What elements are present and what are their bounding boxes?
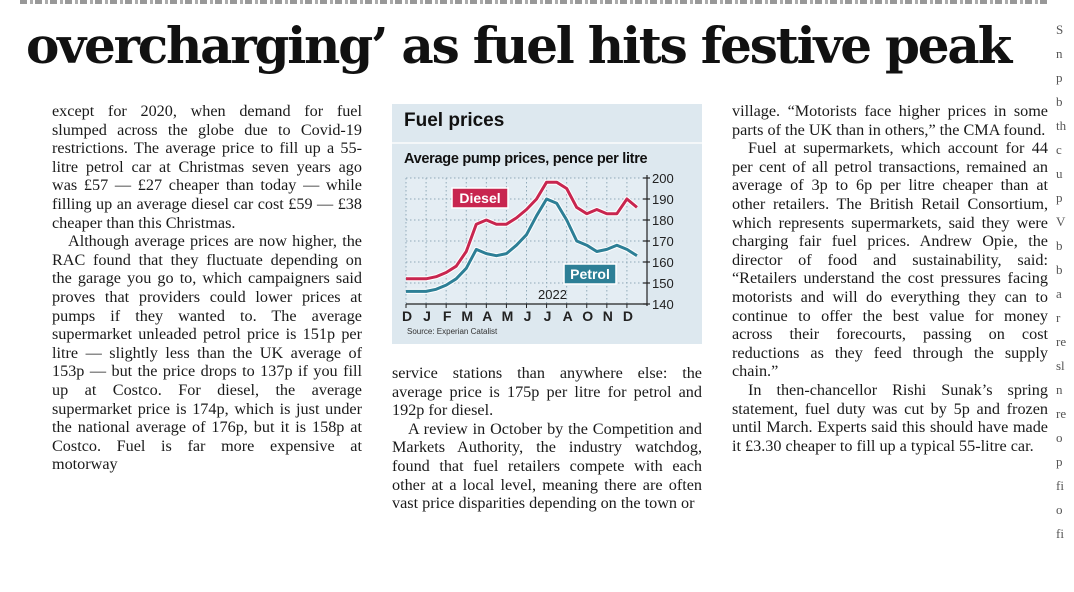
petrol-label-box (563, 263, 617, 285)
x-tick-label: D (402, 308, 412, 324)
x-tick-label: N (603, 308, 613, 324)
x-tick-label: O (582, 308, 593, 324)
text-fragment: o (1056, 502, 1063, 517)
x-tick-label: A (482, 308, 492, 324)
text-fragment: sl (1056, 358, 1065, 373)
text-fragment: a (1056, 286, 1062, 301)
fuel-prices-chart-box: Fuel prices Average pump prices, pence p… (392, 104, 702, 344)
chart-source: Source: Experian Catalist (407, 327, 498, 336)
article-column-1: except for 2020, when demand for fuel sl… (52, 102, 362, 474)
petrol-series-label: Petrol (570, 266, 610, 282)
year-label: 2022 (538, 287, 567, 302)
paragraph: Fuel at supermarkets, which account for … (732, 139, 1048, 381)
text-fragment: b (1056, 238, 1063, 253)
top-rule (20, 0, 1050, 4)
text-fragment: b (1056, 94, 1063, 109)
text-fragment: V (1056, 214, 1066, 229)
y-tick-label: 170 (652, 234, 674, 249)
y-tick-label: 140 (652, 297, 674, 312)
chart-box-divider (392, 142, 702, 144)
text-fragment: p (1056, 190, 1063, 205)
y-tick-label: 180 (652, 213, 674, 228)
text-fragment: o (1056, 430, 1063, 445)
text-fragment: S (1056, 22, 1064, 37)
paragraph: Although average prices are now higher, … (52, 232, 362, 474)
paragraph: village. “Motorists face higher prices i… (732, 102, 1048, 139)
x-tick-label: D (623, 308, 633, 324)
chart-subtitle: Average pump prices, pence per litre (404, 151, 648, 167)
text-fragment: fi (1056, 526, 1064, 538)
x-tick-label: J (423, 308, 431, 324)
y-tick-label: 200 (652, 171, 674, 186)
text-fragment: th (1056, 118, 1067, 133)
headline: overcharging’ as fuel hits festive peak (26, 16, 1012, 75)
text-fragment: re (1056, 334, 1067, 349)
adjacent-column-fragment: SnpbthcupVbbarreslnreopfiofisl (1056, 18, 1074, 538)
text-fragment: p (1056, 454, 1063, 469)
diesel-series-line (406, 180, 638, 281)
text-fragment: n (1056, 46, 1063, 61)
text-fragment: n (1056, 382, 1063, 397)
text-fragment: p (1056, 70, 1063, 85)
x-tick-label: J (524, 308, 532, 324)
y-tick-label: 190 (652, 192, 674, 207)
text-fragment: r (1056, 310, 1061, 325)
petrol-series-line (406, 197, 638, 293)
text-fragment: c (1056, 142, 1062, 157)
chart-box-title: Fuel prices (404, 110, 505, 131)
x-tick-label: F (443, 308, 452, 324)
article-column-3: village. “Motorists face higher prices i… (732, 102, 1048, 455)
x-tick-label: M (461, 308, 473, 324)
paragraph: except for 2020, when demand for fuel sl… (52, 102, 362, 232)
y-tick-label: 160 (652, 255, 674, 270)
x-tick-label: M (502, 308, 514, 324)
diesel-series-label: Diesel (459, 190, 500, 206)
x-tick-label: J (544, 308, 552, 324)
text-fragment: u (1056, 166, 1063, 181)
paragraph: In then-chancellor Rishi Sunak’s spring … (732, 380, 1048, 455)
y-tick-label: 150 (652, 276, 674, 291)
article-column-2: service stations than anywhere else: the… (392, 364, 702, 513)
text-fragment: re (1056, 406, 1067, 421)
paragraph: service stations than anywhere else: the… (392, 364, 702, 420)
x-tick-label: A (563, 308, 573, 324)
diesel-label-box (451, 187, 509, 209)
text-fragment: fi (1056, 478, 1064, 493)
text-fragment: b (1056, 262, 1063, 277)
paragraph: A review in October by the Competition a… (392, 419, 702, 513)
